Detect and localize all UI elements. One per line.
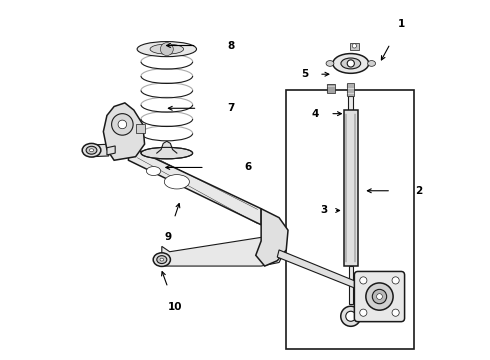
Bar bbox=[348, 96, 353, 110]
Bar bbox=[350, 42, 359, 50]
Text: 10: 10 bbox=[168, 302, 182, 312]
Circle shape bbox=[352, 44, 357, 48]
Circle shape bbox=[372, 289, 387, 304]
Polygon shape bbox=[128, 146, 261, 225]
Bar bbox=[347, 83, 354, 96]
Polygon shape bbox=[103, 103, 145, 160]
Bar bbox=[349, 266, 353, 304]
Ellipse shape bbox=[153, 253, 171, 266]
Text: 2: 2 bbox=[416, 186, 422, 196]
Bar bbox=[344, 110, 358, 266]
Text: 6: 6 bbox=[244, 162, 251, 172]
Polygon shape bbox=[162, 237, 285, 266]
Ellipse shape bbox=[164, 175, 190, 189]
Circle shape bbox=[360, 309, 367, 316]
Ellipse shape bbox=[150, 44, 184, 54]
Polygon shape bbox=[256, 209, 288, 266]
Circle shape bbox=[112, 114, 133, 135]
Circle shape bbox=[392, 277, 399, 284]
Text: 7: 7 bbox=[227, 103, 234, 113]
Ellipse shape bbox=[157, 256, 167, 264]
Text: 4: 4 bbox=[311, 109, 318, 119]
Polygon shape bbox=[277, 250, 358, 289]
Polygon shape bbox=[107, 146, 115, 155]
Circle shape bbox=[118, 120, 126, 129]
Ellipse shape bbox=[89, 149, 94, 152]
Text: 5: 5 bbox=[302, 69, 309, 79]
Ellipse shape bbox=[368, 60, 375, 66]
Ellipse shape bbox=[160, 258, 164, 261]
Circle shape bbox=[347, 60, 354, 67]
Text: 9: 9 bbox=[164, 232, 171, 242]
Text: 1: 1 bbox=[397, 19, 405, 29]
FancyBboxPatch shape bbox=[354, 271, 405, 321]
Circle shape bbox=[346, 311, 356, 321]
Ellipse shape bbox=[147, 167, 161, 176]
Circle shape bbox=[160, 42, 173, 55]
Polygon shape bbox=[92, 144, 111, 157]
Circle shape bbox=[366, 283, 393, 310]
Text: 3: 3 bbox=[320, 206, 327, 216]
Ellipse shape bbox=[137, 41, 196, 57]
Circle shape bbox=[392, 309, 399, 316]
Ellipse shape bbox=[82, 143, 101, 157]
Ellipse shape bbox=[86, 146, 97, 154]
Bar bbox=[286, 90, 414, 348]
Ellipse shape bbox=[141, 147, 193, 159]
Text: 8: 8 bbox=[227, 41, 234, 50]
Circle shape bbox=[341, 306, 361, 326]
Ellipse shape bbox=[326, 60, 334, 66]
Ellipse shape bbox=[333, 54, 368, 73]
Bar bbox=[327, 84, 335, 93]
Bar bbox=[136, 125, 145, 134]
Circle shape bbox=[360, 277, 367, 284]
Ellipse shape bbox=[341, 58, 361, 69]
Circle shape bbox=[377, 294, 382, 300]
